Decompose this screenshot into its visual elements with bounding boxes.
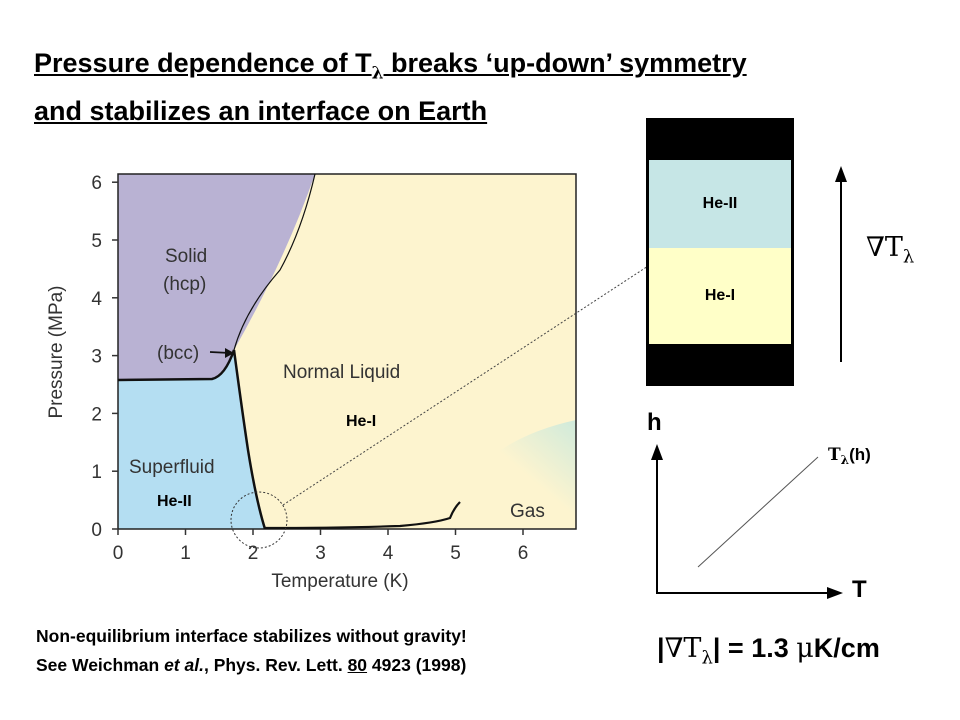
solid-label: Solid — [165, 246, 207, 267]
footer-citation: Non-equilibrium interface stabilizes wit… — [36, 622, 467, 680]
hcp-label: (hcp) — [163, 274, 206, 295]
phase-diagram: Solid (hcp) (bcc) Normal Liquid Superflu… — [46, 173, 577, 592]
gradient-value: |∇Tλ| = 1.3 μK/cm — [657, 633, 880, 669]
he1-layer: He-I — [649, 248, 791, 344]
x-tick-label: 2 — [248, 543, 259, 564]
bcc-label: (bcc) — [157, 343, 199, 364]
y-tick-label: 6 — [91, 173, 102, 194]
interface-highlight-circle — [230, 491, 288, 549]
footer-line-1: Non-equilibrium interface stabilizes wit… — [36, 626, 467, 646]
melting-curve — [117, 349, 236, 382]
y-tick-label: 5 — [91, 231, 102, 252]
x-tick-label: 4 — [383, 543, 394, 564]
he1-overlay-label: He-I — [346, 413, 376, 430]
helium-column: He-II He-I — [646, 118, 794, 386]
he2-layer-label: He-II — [702, 195, 738, 212]
y-tick-label: 0 — [91, 520, 102, 541]
x-tick-label: 3 — [315, 543, 326, 564]
slide-title: Pressure dependence of Tλ breaks ‘up-dow… — [34, 44, 747, 130]
x-axis-ticks: 0 1 2 3 4 5 6 — [113, 529, 529, 564]
y-tick-label: 1 — [91, 462, 102, 483]
y-axis-title: Pressure (MPa) — [46, 285, 67, 418]
x-axis-title: Temperature (K) — [271, 571, 408, 592]
t-axis-arrowhead — [827, 587, 843, 599]
x-tick-label: 0 — [113, 543, 124, 564]
superfluid-region — [118, 350, 265, 529]
y-tick-label: 3 — [91, 347, 102, 368]
superfluid-label: Superfluid — [129, 457, 215, 478]
gradient-arrow — [835, 166, 847, 362]
y-tick-label: 4 — [91, 289, 102, 310]
lambda-graph: h T Tλ(h) — [647, 409, 871, 603]
vapor-pressure-curve — [264, 501, 461, 530]
normal-liquid-label: Normal Liquid — [283, 362, 400, 383]
he2-overlay-label: He-II — [157, 493, 192, 510]
h-axis-label: h — [647, 409, 662, 436]
title-line-2: and stabilizes an interface on Earth — [34, 96, 488, 127]
he2-layer: He-II — [649, 160, 791, 248]
title-line-1: Pressure dependence of Tλ breaks ‘up-dow… — [34, 48, 747, 84]
gradient-label: ∇Tλ — [866, 232, 915, 268]
footer-line-2: See Weichman et al., Phys. Rev. Lett. 80… — [36, 655, 467, 675]
lambda-curve — [697, 456, 819, 568]
t-axis-label: T — [852, 576, 867, 603]
bcc-arrowhead — [225, 348, 234, 358]
x-tick-label: 5 — [450, 543, 461, 564]
h-axis-arrowhead — [651, 444, 663, 460]
he1-layer-label: He-I — [704, 287, 736, 304]
lambda-line — [232, 349, 267, 530]
y-axis-ticks: 0 1 2 3 4 5 6 — [91, 173, 118, 541]
lambda-curve-label: Tλ(h) — [828, 445, 871, 467]
solid-liquid-boundary — [233, 173, 316, 351]
x-tick-label: 1 — [180, 543, 191, 564]
gradient-arrowhead — [835, 166, 847, 182]
x-tick-label: 6 — [518, 543, 529, 564]
solid-region — [118, 174, 315, 380]
y-tick-label: 2 — [91, 404, 102, 425]
gas-label: Gas — [510, 501, 545, 522]
